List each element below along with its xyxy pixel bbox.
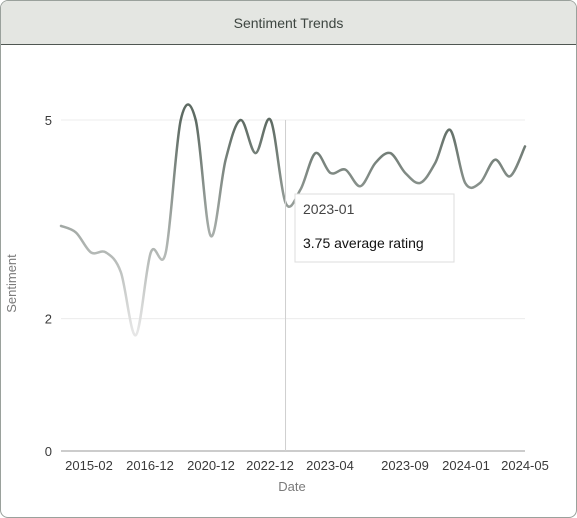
card-header: Sentiment Trends — [1, 1, 576, 45]
tooltip-date: 2023-01 — [303, 201, 355, 217]
tooltip: 2023-01 3.75 average rating — [294, 193, 455, 263]
x-tick-label: 2023-04 — [306, 458, 354, 473]
x-tick-label: 2020-12 — [187, 458, 235, 473]
tooltip-value: 3.75 average rating — [303, 235, 424, 251]
tooltip-box — [294, 193, 455, 263]
x-tick-label: 2024-05 — [501, 458, 549, 473]
gridlines — [61, 119, 525, 320]
y-tick-label: 0 — [45, 444, 52, 459]
y-tick-label: 2 — [45, 312, 52, 327]
x-tick-label: 2023-09 — [381, 458, 429, 473]
series-layer — [59, 103, 527, 337]
y-tick-label: 5 — [45, 113, 52, 128]
y-axis-label: Sentiment — [4, 254, 19, 313]
series-line — [59, 103, 527, 337]
x-tick-label: 2022-12 — [246, 458, 294, 473]
tick-labels: 0 2 5 2015-02 2016-12 2020-12 2022-12 2023-04 20… — [45, 113, 549, 473]
card-title: Sentiment Trends — [233, 14, 344, 31]
x-tick-label: 2015-02 — [65, 458, 113, 473]
x-axis-label: Date — [278, 479, 305, 494]
x-tick-label: 2024-01 — [442, 458, 490, 473]
x-tick-label: 2016-12 — [126, 458, 174, 473]
